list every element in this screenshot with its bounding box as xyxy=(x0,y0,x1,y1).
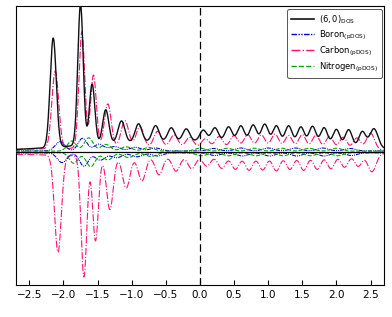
Legend: $(6,0)_{\mathregular{DOS}}$, Boron$_{\mathregular{(pDOS)}}$, Carbon$_{\mathregul: $(6,0)_{\mathregular{DOS}}$, Boron$_{\ma… xyxy=(287,9,382,78)
